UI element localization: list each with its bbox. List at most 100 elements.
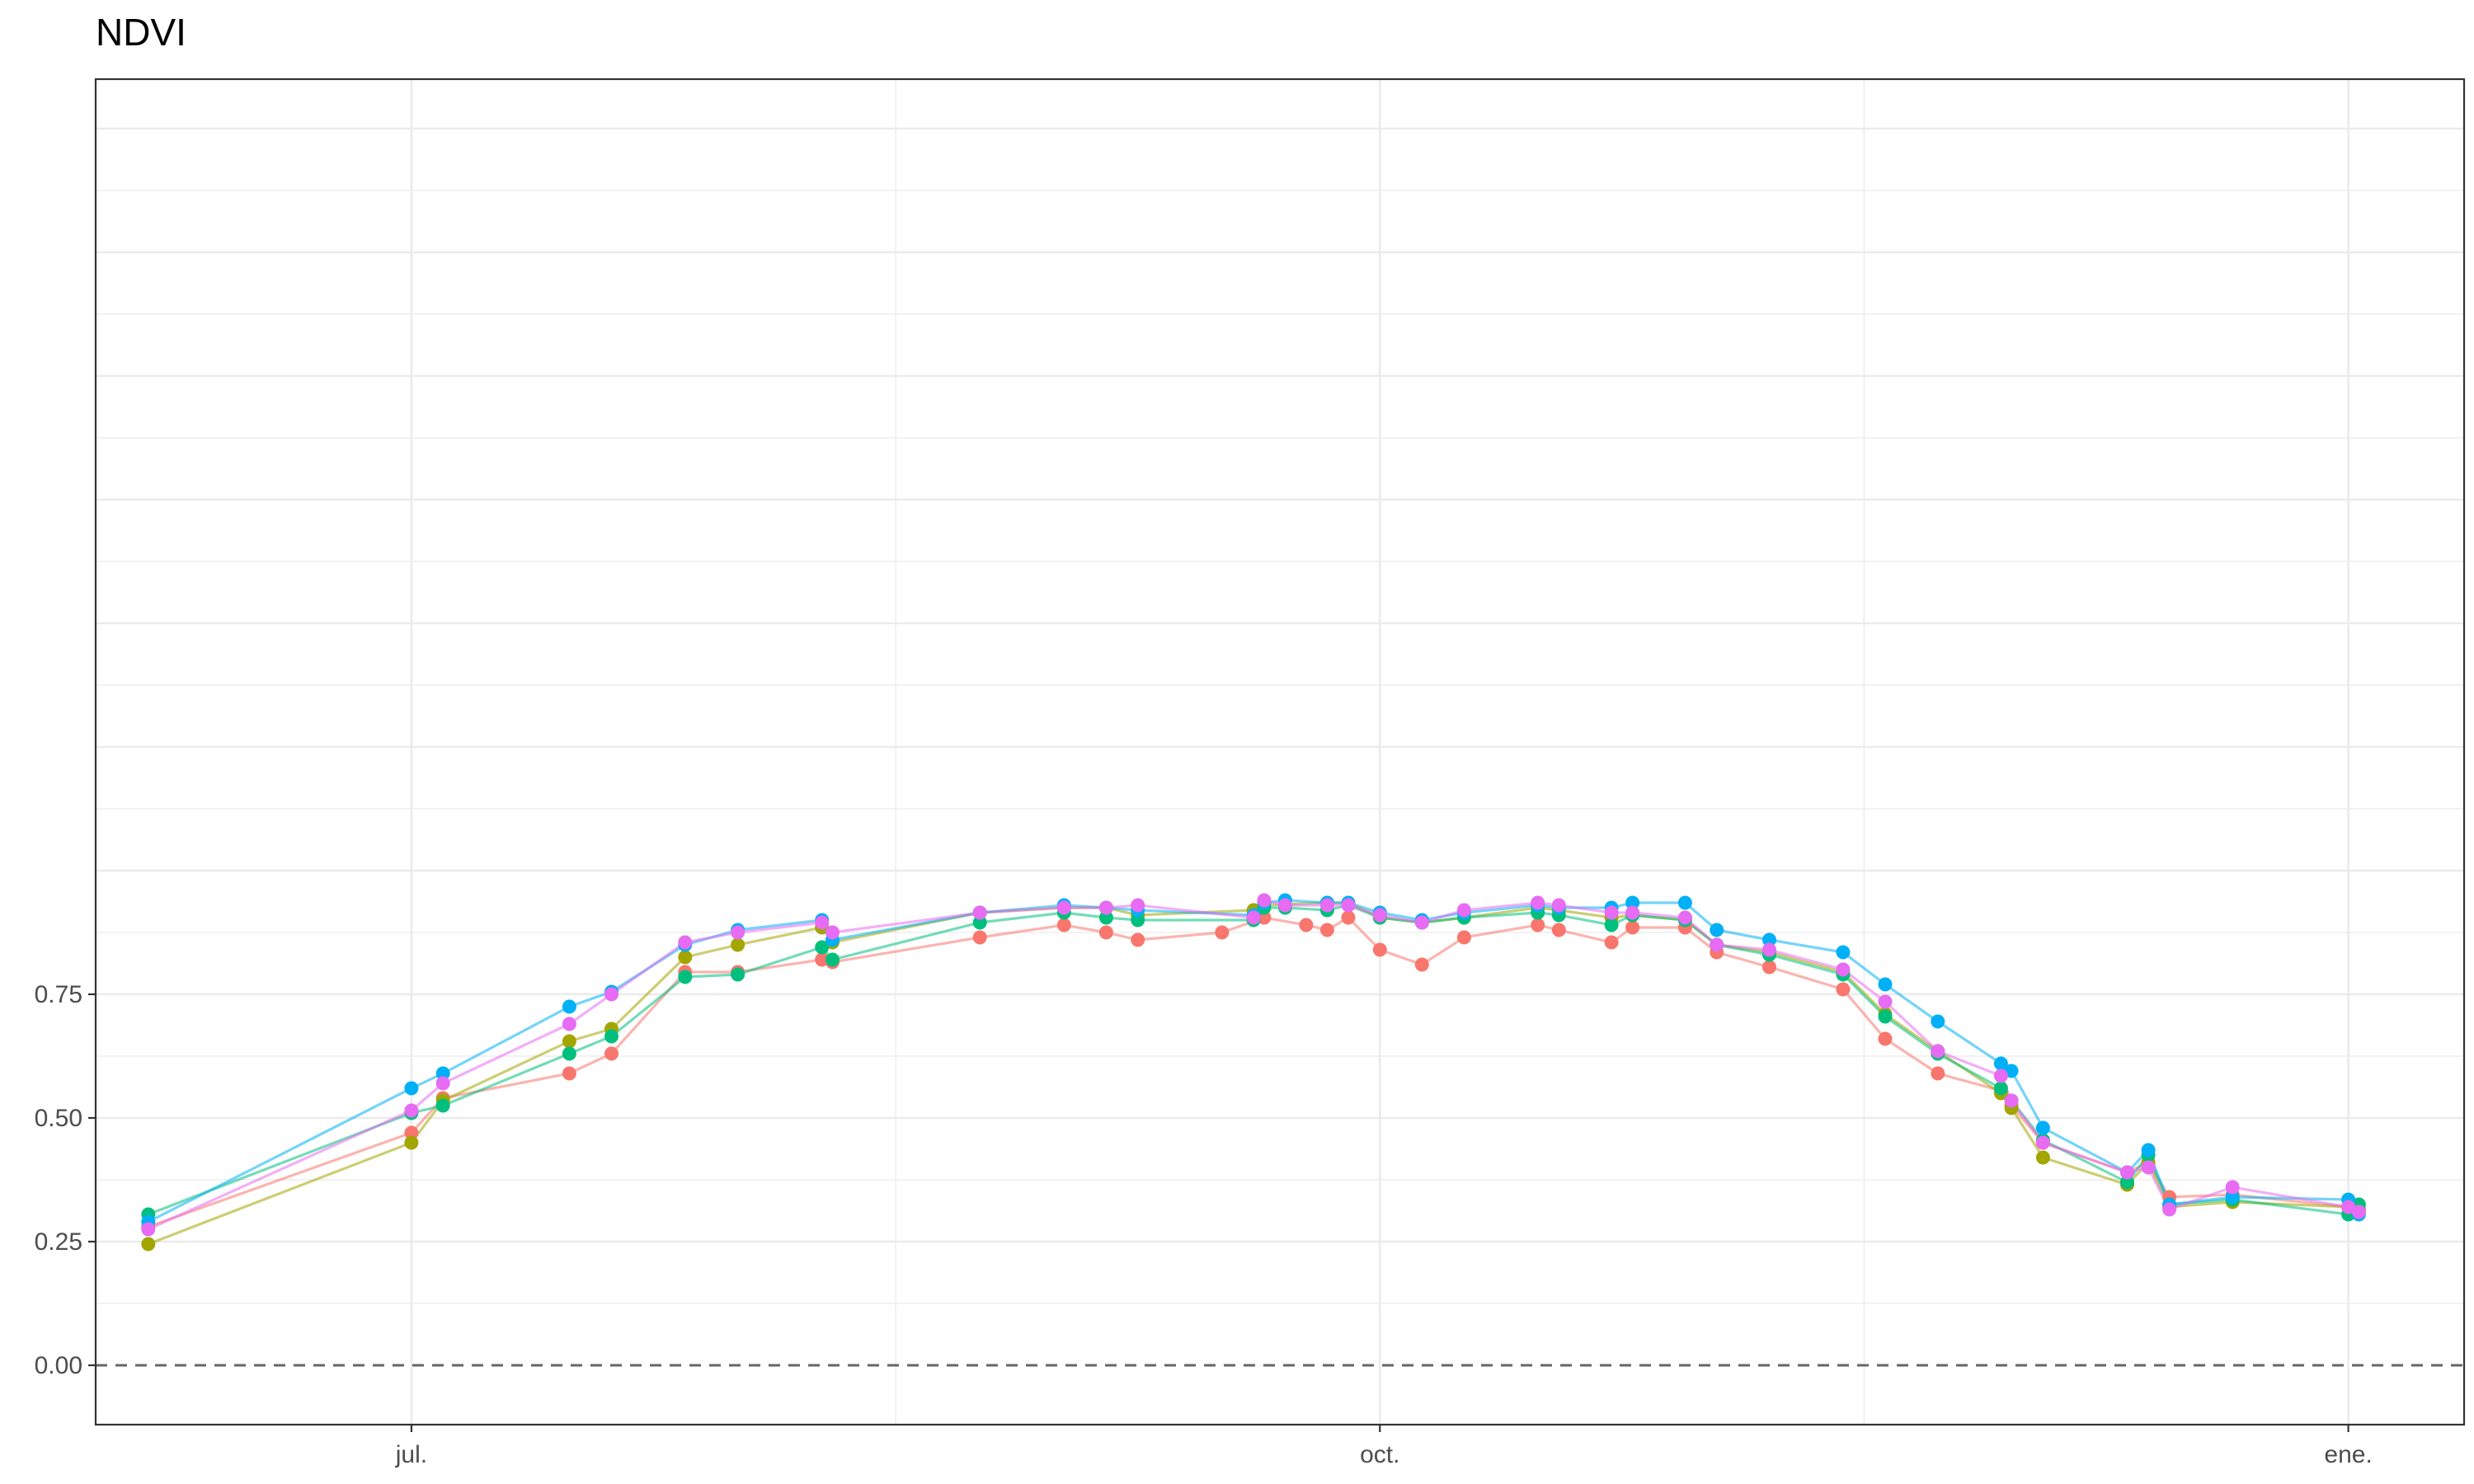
series-2-point [562,1034,576,1049]
series-1-point [1372,942,1387,957]
y-tick-label: 0.75 [35,981,82,1008]
series-5-point [2120,1165,2134,1180]
series-4-point [1625,895,1640,910]
series-5-point [2351,1205,2366,1219]
series-2-point [141,1237,156,1252]
series-2-point [678,950,693,965]
series-1-point [1456,930,1471,945]
series-5-point [972,905,987,920]
series-5-point [2004,1093,2019,1108]
y-axis: 0.00 0.25 0.50 0.75 [35,981,96,1379]
series-3-point [562,1046,576,1061]
series-3-point [731,967,745,982]
series-5-point [1878,994,1893,1009]
series-5-point [1625,905,1640,920]
series-3-point [972,915,987,930]
series-1-point [604,1046,618,1061]
x-axis: jul. oct. ene. [395,1425,2373,1468]
series-3-point [1604,918,1619,932]
series-5-point [1762,942,1776,957]
series-4-point [1993,1056,2008,1071]
series-1-point [1341,910,1356,925]
series-5-point [731,925,745,940]
series-5-point [1257,893,1272,908]
series-1-point [1531,918,1545,932]
series-1-point [1604,935,1619,950]
series-4-point [2141,1143,2156,1158]
series-5-point [1131,898,1145,913]
series-1-point [404,1125,419,1140]
plot-border [94,77,2466,1426]
series-5-point [1098,900,1113,915]
series-5-point [1056,900,1071,915]
series-3-point [435,1098,450,1113]
plot-background [96,79,2464,1425]
series-5-point [1710,937,1724,952]
series-4-point [435,1066,450,1081]
series-5-point [435,1076,450,1091]
series-3-point [1131,913,1145,928]
series-3-point [815,940,830,955]
series-4-point [1836,945,1851,960]
chart-title: NDVI [96,11,186,54]
series-1-point [1762,960,1776,974]
series-4-point [1878,977,1893,992]
series-5-point [1836,962,1851,977]
series-5-point [1319,898,1334,913]
series-3-point [1098,910,1113,925]
series-1-point [1414,957,1429,972]
series-5-point [1372,908,1387,923]
series-1-point [1257,910,1272,925]
y-tick-label: 0.00 [35,1352,82,1379]
series-1-point [1215,925,1230,940]
series-5-point [2341,1200,2356,1214]
series-3-point [2120,1175,2134,1190]
series-5-point [2225,1180,2240,1195]
series-4-point [1677,895,1692,910]
series-5-point [678,935,693,950]
series-5-point [1677,910,1692,925]
series-4-point [404,1081,419,1096]
series-1-point [1098,925,1113,940]
series-2-point [404,1135,419,1150]
series-1-point [972,930,987,945]
x-tick-label: ene. [2324,1441,2372,1468]
y-tick-label: 0.25 [35,1228,82,1256]
series-4-point [1710,923,1724,937]
series-3-point [825,952,840,967]
series-4-point [2035,1120,2050,1135]
series-4-point [562,999,576,1014]
series-1-point [1131,932,1145,947]
series-1-point [1625,920,1640,935]
series-5-point [1931,1044,1945,1059]
series-1-point [1551,923,1566,937]
series-5-point [1414,915,1429,930]
series-5-point [1277,898,1292,913]
series-4-point [2004,1064,2019,1078]
series-1-line [148,915,2359,1228]
series-5-point [1551,898,1566,913]
series-1-point [1319,923,1334,937]
x-tick-label: oct. [1360,1441,1399,1468]
series-5-point [562,1017,576,1031]
series-5-point [2141,1160,2156,1175]
series-5-point [1993,1068,2008,1083]
series-4-point [1931,1014,1945,1029]
series-points [141,893,2366,1252]
series-5-point [404,1103,419,1118]
series-5-point [1531,895,1545,910]
series-1-point [815,952,830,967]
series-3-point [604,1029,618,1044]
x-tick-label: jul. [395,1441,427,1468]
series-5-point [1246,910,1261,925]
series-4-point [2225,1190,2240,1205]
series-5-point [141,1222,156,1237]
series-5-point [2162,1202,2177,1217]
series-5-point [825,925,840,940]
series-2-point [2035,1150,2050,1165]
series-5-point [2035,1135,2050,1150]
series-5-point [604,987,618,1002]
series-5-line [148,899,2360,1231]
series-5-point [1341,898,1356,913]
gridlines [96,79,2464,1425]
